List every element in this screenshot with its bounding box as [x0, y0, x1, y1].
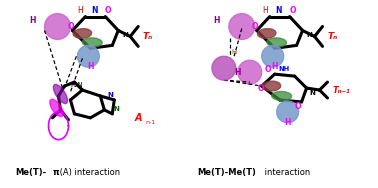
Ellipse shape	[50, 99, 63, 117]
Text: Tₙ₋₁: Tₙ₋₁	[333, 86, 350, 95]
Ellipse shape	[277, 101, 299, 123]
Ellipse shape	[238, 60, 262, 84]
Text: NH: NH	[278, 66, 289, 72]
Text: n-1: n-1	[145, 120, 155, 125]
Ellipse shape	[267, 38, 287, 47]
Ellipse shape	[262, 45, 284, 67]
Text: O: O	[105, 6, 112, 15]
Text: O: O	[67, 22, 74, 31]
Text: Tₙ: Tₙ	[327, 32, 338, 41]
Ellipse shape	[263, 81, 281, 91]
Text: H: H	[214, 16, 220, 25]
Text: π: π	[53, 168, 59, 177]
Text: interaction: interaction	[262, 168, 310, 177]
Ellipse shape	[257, 29, 276, 38]
Text: H: H	[77, 6, 83, 15]
Ellipse shape	[82, 38, 102, 47]
Text: N: N	[107, 92, 113, 98]
Text: H: H	[29, 16, 36, 25]
Text: O: O	[257, 83, 264, 92]
Text: Me(T)-: Me(T)-	[15, 168, 47, 177]
Text: N: N	[307, 33, 313, 38]
Text: H: H	[284, 118, 291, 127]
Ellipse shape	[212, 56, 236, 80]
Text: A: A	[135, 113, 142, 123]
Text: N: N	[276, 6, 282, 15]
Text: N: N	[91, 6, 98, 15]
Ellipse shape	[73, 29, 91, 38]
Text: N: N	[113, 106, 119, 112]
Text: H: H	[87, 62, 94, 71]
Text: N: N	[122, 33, 128, 38]
Text: O: O	[251, 22, 258, 31]
Ellipse shape	[45, 14, 70, 39]
Ellipse shape	[229, 14, 255, 39]
Ellipse shape	[53, 84, 68, 104]
Text: N: N	[310, 90, 316, 96]
Text: H: H	[271, 62, 278, 71]
Text: O: O	[294, 102, 301, 111]
Text: (A) interaction: (A) interaction	[57, 168, 121, 177]
Ellipse shape	[77, 45, 99, 67]
Text: H₂N: H₂N	[70, 82, 83, 88]
Text: O: O	[265, 65, 271, 74]
Ellipse shape	[272, 92, 291, 100]
Text: Tₙ: Tₙ	[143, 32, 153, 41]
Text: O: O	[290, 6, 296, 15]
Text: H: H	[262, 6, 268, 15]
Text: Me(T)-Me(T): Me(T)-Me(T)	[197, 168, 256, 177]
Text: H: H	[235, 68, 241, 77]
Text: H: H	[231, 49, 237, 55]
